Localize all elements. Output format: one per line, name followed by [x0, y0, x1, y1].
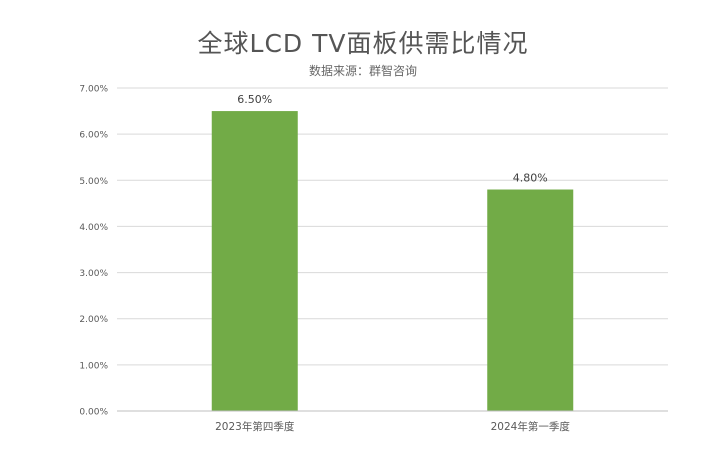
x-tick-label: 2023年第四季度	[215, 420, 295, 433]
y-tick-label: 4.00%	[79, 223, 108, 233]
y-tick-label: 7.00%	[79, 85, 108, 95]
y-tick-label: 3.00%	[79, 269, 108, 279]
y-tick-label: 5.00%	[79, 177, 108, 187]
data-label: 6.50%	[237, 93, 272, 106]
y-tick-label: 2.00%	[79, 315, 108, 325]
chart-title: 全球LCD TV面板供需比情况	[197, 29, 529, 58]
data-label: 4.80%	[513, 172, 548, 185]
chart-subtitle: 数据来源：群智咨询	[308, 64, 417, 78]
y-tick-label: 6.00%	[79, 131, 108, 141]
bar	[211, 111, 298, 412]
x-tick-label: 2024年第一季度	[491, 420, 571, 433]
y-tick-label: 0.00%	[79, 408, 108, 418]
bar	[487, 189, 574, 411]
y-tick-label: 1.00%	[79, 361, 108, 371]
